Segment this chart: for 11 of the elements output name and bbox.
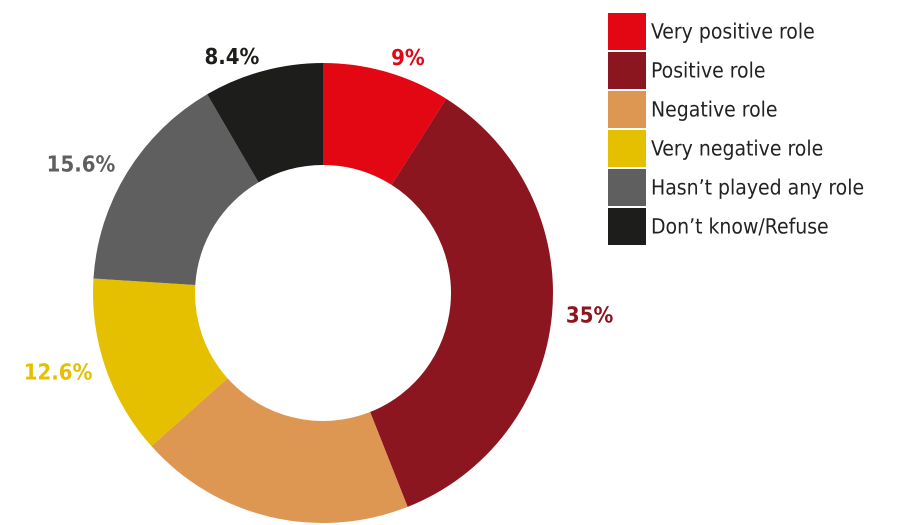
data-label: 15.6% xyxy=(46,152,116,178)
data-label: 35% xyxy=(566,303,614,328)
legend-label: Positive role xyxy=(651,58,766,82)
legend-label: Hasn’t played any role xyxy=(651,176,864,200)
data-label: 8.4% xyxy=(204,44,260,70)
legend-label: Very positive role xyxy=(651,20,815,44)
data-label: 12.6% xyxy=(24,360,93,386)
legend-label: Very negative role xyxy=(651,136,824,160)
legend-label: Don’t know/Refuse xyxy=(651,214,829,238)
legend-label: Negative role xyxy=(651,98,778,122)
data-label: 9% xyxy=(391,46,425,72)
